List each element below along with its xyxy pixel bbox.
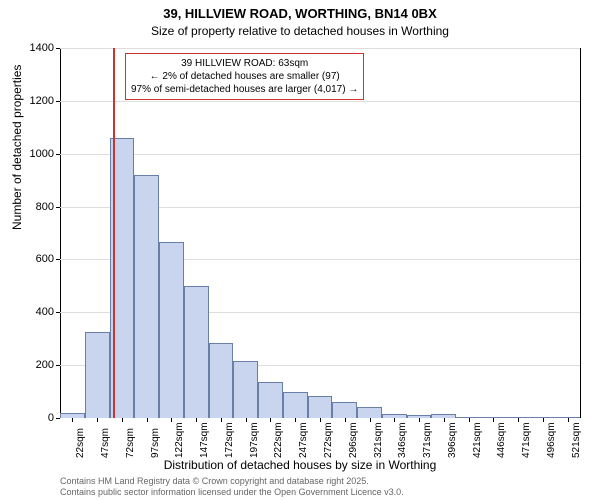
histogram-bar — [258, 382, 283, 418]
ytick-label: 1200 — [14, 95, 54, 107]
annotation-box: 39 HILLVIEW ROAD: 63sqm← 2% of detached … — [125, 53, 364, 100]
xtick-mark — [246, 418, 247, 422]
ytick-label: 200 — [14, 359, 54, 371]
histogram-bar — [209, 343, 234, 418]
xtick-label: 396sqm — [447, 422, 458, 458]
gridline — [60, 101, 580, 102]
xtick-label: 122sqm — [174, 422, 185, 458]
xtick-label: 471sqm — [521, 422, 532, 458]
histogram-bar — [332, 402, 357, 418]
xtick-label: 446sqm — [496, 422, 507, 458]
xtick-mark — [171, 418, 172, 422]
ytick-label: 600 — [14, 253, 54, 265]
histogram-bar — [233, 361, 258, 418]
xtick-mark — [147, 418, 148, 422]
xtick-label: 521sqm — [571, 422, 582, 458]
xtick-label: 421sqm — [472, 422, 483, 458]
xtick-label: 72sqm — [125, 428, 136, 458]
xtick-label: 496sqm — [546, 422, 557, 458]
xtick-label: 97sqm — [150, 428, 161, 458]
xtick-label: 346sqm — [397, 422, 408, 458]
xtick-mark — [493, 418, 494, 422]
annotation-line: ← 2% of detached houses are smaller (97) — [131, 70, 358, 83]
annotation-line: 39 HILLVIEW ROAD: 63sqm — [131, 57, 358, 70]
chart-container: 39, HILLVIEW ROAD, WORTHING, BN14 0BX Si… — [0, 0, 600, 500]
xtick-mark — [370, 418, 371, 422]
xtick-label: 172sqm — [224, 422, 235, 458]
xtick-mark — [345, 418, 346, 422]
xtick-label: 197sqm — [249, 422, 260, 458]
xtick-mark — [320, 418, 321, 422]
xtick-mark — [97, 418, 98, 422]
footer-line-2: Contains public sector information licen… — [60, 487, 404, 498]
xtick-mark — [270, 418, 271, 422]
xtick-mark — [394, 418, 395, 422]
xtick-mark — [469, 418, 470, 422]
x-axis-label: Distribution of detached houses by size … — [0, 458, 600, 472]
xtick-mark — [221, 418, 222, 422]
ytick-mark — [56, 48, 60, 49]
histogram-bar — [85, 332, 110, 418]
xtick-label: 222sqm — [273, 422, 284, 458]
histogram-bar — [184, 286, 209, 418]
xtick-mark — [543, 418, 544, 422]
ytick-mark — [56, 154, 60, 155]
ytick-mark — [56, 101, 60, 102]
ytick-label: 400 — [14, 306, 54, 318]
xtick-label: 371sqm — [422, 422, 433, 458]
xtick-label: 47sqm — [100, 428, 111, 458]
footer-attribution: Contains HM Land Registry data © Crown c… — [60, 476, 404, 498]
xtick-mark — [196, 418, 197, 422]
xtick-mark — [444, 418, 445, 422]
xtick-label: 321sqm — [373, 422, 384, 458]
xtick-label: 22sqm — [75, 428, 86, 458]
ytick-label: 800 — [14, 201, 54, 213]
ytick-label: 0 — [14, 412, 54, 424]
xtick-label: 272sqm — [323, 422, 334, 458]
xtick-label: 247sqm — [298, 422, 309, 458]
ytick-mark — [56, 418, 60, 419]
histogram-bar — [308, 396, 333, 418]
ytick-label: 1000 — [14, 148, 54, 160]
chart-title: 39, HILLVIEW ROAD, WORTHING, BN14 0BX — [0, 6, 600, 21]
ytick-mark — [56, 259, 60, 260]
xtick-mark — [295, 418, 296, 422]
gridline — [60, 154, 580, 155]
ytick-mark — [56, 207, 60, 208]
xtick-label: 296sqm — [348, 422, 359, 458]
xtick-label: 147sqm — [199, 422, 210, 458]
gridline — [60, 48, 580, 49]
xtick-mark — [72, 418, 73, 422]
xtick-mark — [419, 418, 420, 422]
histogram-bar — [357, 407, 382, 418]
histogram-bar — [283, 392, 308, 418]
ytick-mark — [56, 365, 60, 366]
histogram-bar — [159, 242, 184, 418]
plot-area: 22sqm47sqm72sqm97sqm122sqm147sqm172sqm19… — [60, 48, 581, 418]
annotation-line: 97% of semi-detached houses are larger (… — [131, 83, 358, 96]
y-axis — [60, 48, 61, 418]
ytick-label: 1400 — [14, 42, 54, 54]
xtick-mark — [518, 418, 519, 422]
footer-line-1: Contains HM Land Registry data © Crown c… — [60, 476, 404, 487]
ytick-mark — [56, 312, 60, 313]
xtick-mark — [568, 418, 569, 422]
histogram-bar — [134, 175, 159, 418]
chart-subtitle: Size of property relative to detached ho… — [0, 24, 600, 38]
xtick-mark — [122, 418, 123, 422]
property-marker-line — [113, 48, 115, 418]
